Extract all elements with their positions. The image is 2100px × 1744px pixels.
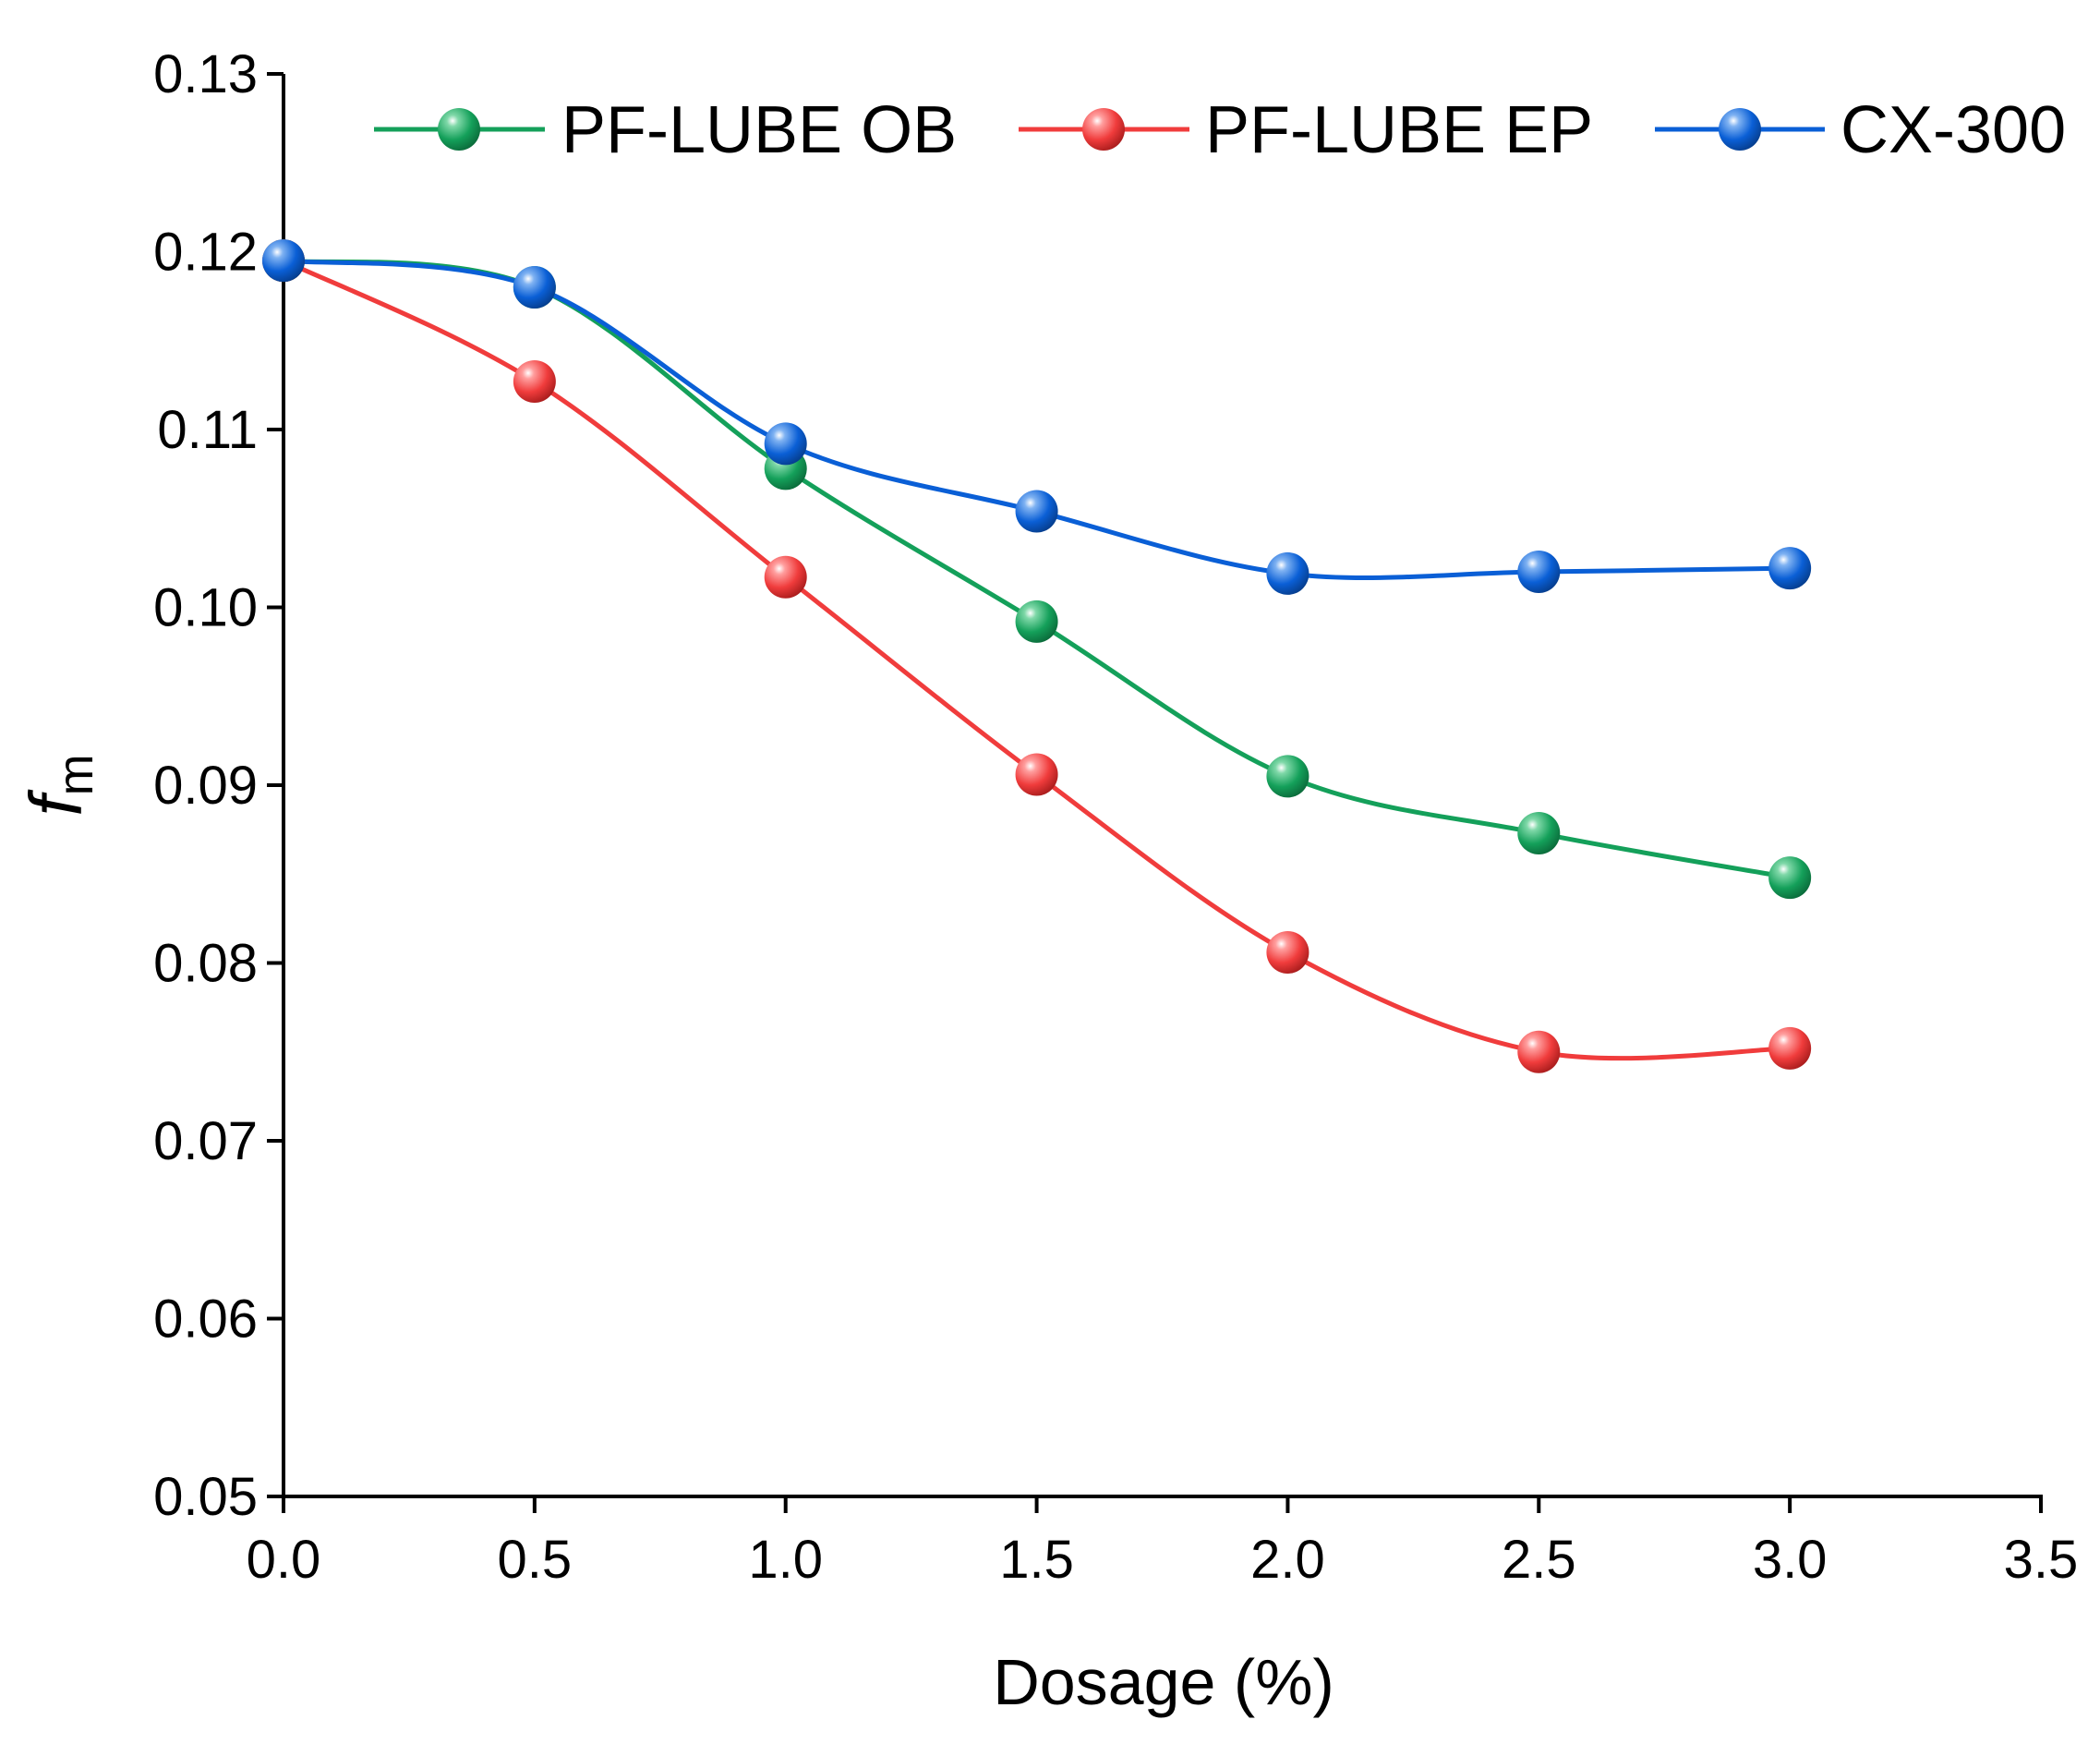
legend-item-pf-lube-ob: PF-LUBE OB — [374, 93, 957, 167]
y-tick-label: 0.07 — [153, 1111, 258, 1171]
data-point-pf-lube-ep — [1266, 930, 1309, 974]
data-point-cx-300 — [1015, 490, 1058, 533]
x-ticks: 0.0 0.5 1.0 1.5 2.0 2.5 3.0 3.5 — [247, 1496, 2079, 1590]
series-line-pf-lube-ep — [281, 258, 1792, 1061]
series-pf-lube-ep — [281, 258, 1792, 1061]
x-axis-title: Dosage (%) — [993, 1646, 1334, 1718]
series-points-pf-lube-ep — [262, 239, 1812, 1073]
data-point-cx-300 — [513, 266, 556, 309]
data-point-pf-lube-ob — [1517, 811, 1561, 854]
legend-marker-cx-300 — [1719, 108, 1761, 151]
data-point-cx-300 — [764, 422, 807, 466]
legend-marker-pf-lube-ob — [438, 108, 480, 151]
legend-label-pf-lube-ob: PF-LUBE OB — [561, 93, 957, 167]
y-tick-label: 0.12 — [153, 223, 258, 283]
legend-label-cx-300: CX-300 — [1841, 93, 2066, 167]
y-tick-label: 0.05 — [153, 1467, 258, 1527]
x-tick-label: 2.0 — [1250, 1530, 1325, 1590]
data-point-cx-300 — [262, 239, 305, 283]
series-points-cx-300 — [262, 239, 1812, 595]
y-tick-label: 0.11 — [157, 400, 258, 460]
y-tick-label: 0.06 — [153, 1290, 258, 1350]
y-tick-label: 0.10 — [153, 578, 258, 638]
legend-item-pf-lube-ep: PF-LUBE EP — [1019, 93, 1593, 167]
x-tick-label: 1.0 — [748, 1530, 823, 1590]
data-point-cx-300 — [1768, 547, 1812, 590]
y-axis-title: fm — [15, 754, 103, 816]
legend: PF-LUBE OB PF-LUBE EP CX-300 — [374, 93, 2066, 167]
series-layer — [262, 239, 1812, 1073]
legend-label-pf-lube-ep: PF-LUBE EP — [1205, 93, 1593, 167]
x-tick-label: 2.5 — [1502, 1530, 1576, 1590]
y-tick-label: 0.08 — [153, 934, 258, 994]
data-point-pf-lube-ep — [513, 360, 556, 404]
data-point-pf-lube-ob — [1768, 856, 1812, 900]
data-point-pf-lube-ep — [764, 555, 807, 599]
y-axis-title-sub: m — [48, 754, 103, 795]
legend-item-cx-300: CX-300 — [1655, 93, 2066, 167]
y-tick-label: 0.09 — [153, 756, 258, 816]
x-tick-label: 3.0 — [1753, 1530, 1828, 1590]
y-ticks: 0.05 0.06 0.07 0.08 0.09 0.10 0.11 0.12 0.13 — [153, 44, 284, 1527]
svg-text:fm: fm — [15, 754, 103, 816]
data-point-pf-lube-ob — [1266, 755, 1309, 798]
legend-marker-pf-lube-ep — [1082, 108, 1125, 151]
x-tick-label: 0.5 — [498, 1530, 573, 1590]
data-point-pf-lube-ob — [1015, 600, 1058, 643]
data-point-pf-lube-ep — [1768, 1026, 1812, 1070]
data-point-cx-300 — [1517, 551, 1561, 593]
data-point-pf-lube-ep — [1517, 1030, 1561, 1073]
data-point-cx-300 — [1266, 551, 1309, 595]
x-tick-label: 1.5 — [999, 1530, 1074, 1590]
y-tick-label: 0.13 — [153, 44, 258, 104]
x-tick-label: 0.0 — [247, 1530, 321, 1590]
data-point-pf-lube-ep — [1015, 753, 1058, 796]
x-tick-label: 3.5 — [2004, 1530, 2079, 1590]
